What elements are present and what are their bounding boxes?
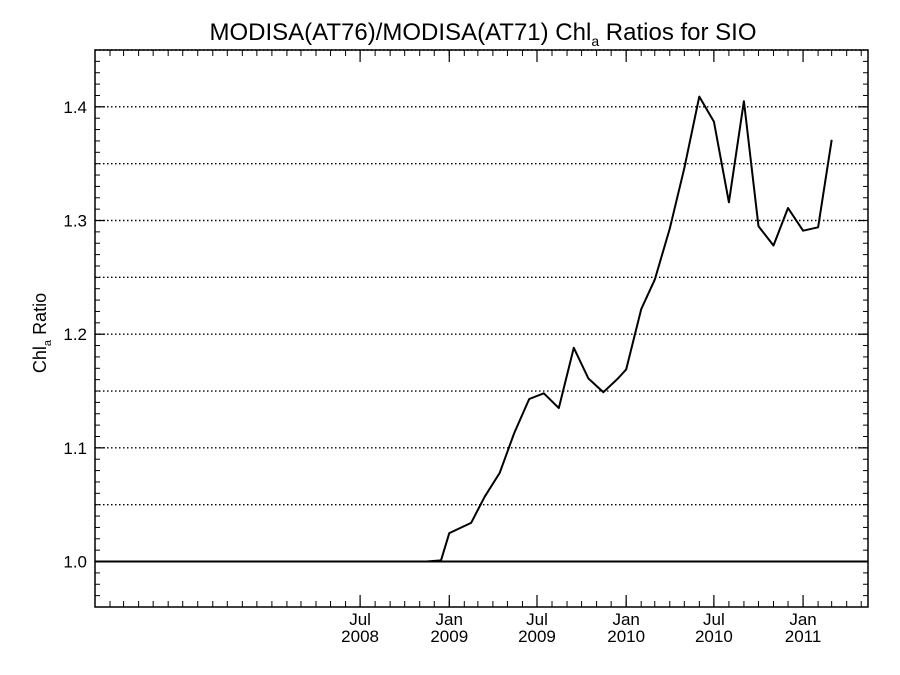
- y-tick-label: 1.4: [63, 98, 87, 117]
- x-tick-label-month: Jul: [526, 610, 548, 629]
- chart-title-prefix: MODISA(AT76)/MODISA(AT71) Chl: [209, 19, 591, 46]
- plot-frame: [94, 49, 869, 608]
- x-tick-label-month: Jul: [703, 610, 725, 629]
- x-tick-label-year: 2011: [785, 627, 822, 646]
- x-tick-label-year: 2009: [430, 627, 468, 646]
- chart-title-suffix: Ratios for SIO: [599, 19, 756, 46]
- x-tick-label-month: Jan: [436, 610, 463, 629]
- x-tick-label-year: 2010: [695, 627, 733, 646]
- x-tick-label-month: Jul: [349, 610, 371, 629]
- series-line: [95, 95, 833, 563]
- x-tick-label-year: 2009: [518, 627, 556, 646]
- y-tick-label: 1.1: [63, 439, 87, 458]
- y-axis-label-suffix: Ratio: [30, 293, 50, 340]
- x-tick-label-month: Jan: [789, 610, 816, 629]
- y-tick-label: 1.2: [63, 325, 87, 344]
- chart-title: MODISA(AT76)/MODISA(AT71) Chla Ratios fo…: [209, 19, 756, 49]
- x-tick-label-month: Jan: [612, 610, 639, 629]
- y-tick-label: 1.3: [63, 212, 87, 231]
- x-tick-label-year: 2010: [607, 627, 645, 646]
- plot-area: 1.01.11.21.31.4Jul2008Jan2009Jul2009Jan2…: [63, 49, 869, 646]
- chart-title-subscript: a: [591, 33, 599, 49]
- y-axis-label-prefix: Chl: [30, 346, 50, 373]
- y-tick-label: 1.0: [63, 553, 87, 572]
- y-axis-label-subscript: a: [42, 339, 54, 346]
- y-axis-label: Chla Ratio: [30, 293, 54, 373]
- x-tick-label-year: 2008: [341, 627, 379, 646]
